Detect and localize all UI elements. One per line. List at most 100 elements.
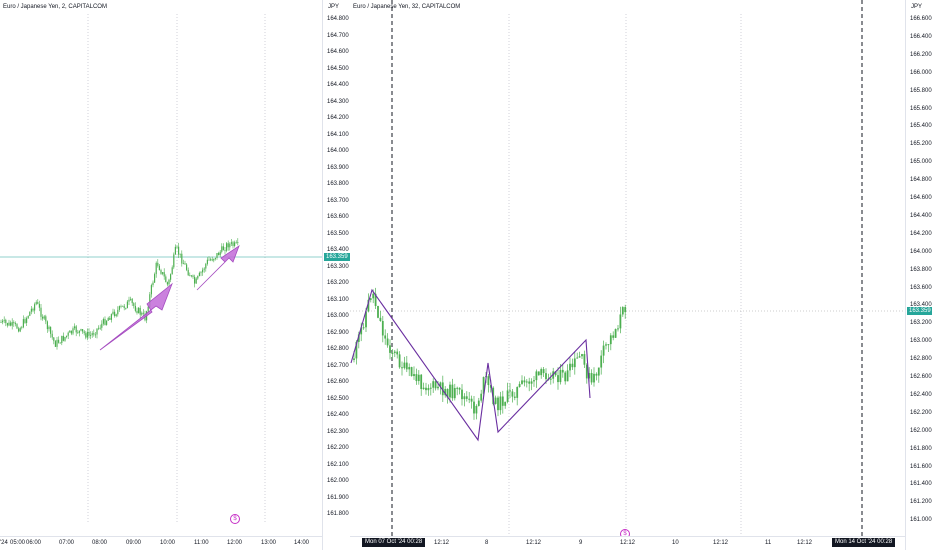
dividend-event-icon[interactable]: $ [230, 514, 240, 524]
right-chart-pane[interactable]: Euro / Japanese Yen, 32, CAPITALCOM $ 12… [350, 0, 905, 550]
candle-body [131, 298, 133, 304]
crosshair-time-tag: Mon 07 Oct '24 00:28 [362, 538, 426, 547]
candle-body [192, 275, 194, 277]
candle-body [384, 335, 387, 339]
candle-body [58, 339, 60, 343]
candle-body [91, 333, 93, 336]
candle-body [542, 369, 545, 374]
candle-body [142, 312, 144, 314]
price-label: 162.400 [327, 412, 349, 418]
candle-body [122, 305, 124, 307]
candle-body [222, 246, 224, 251]
candle-body [46, 321, 48, 330]
candle-body [365, 311, 367, 328]
candle-body [569, 363, 571, 371]
time-label: 06:00 [26, 540, 42, 546]
candle-body [509, 390, 511, 392]
candle-body [42, 316, 44, 319]
candle-body [203, 268, 205, 270]
candle-body [449, 384, 451, 398]
candle-body [621, 307, 624, 315]
price-label: 166.000 [910, 69, 932, 76]
candle-body [43, 316, 45, 319]
candle-body [415, 374, 418, 382]
candle-body [494, 397, 497, 404]
candle-body [398, 354, 401, 368]
left-price-axis[interactable]: JPY 164.800 164.700 164.600 164.500 164.400 1… [322, 0, 351, 550]
right-price-axis[interactable]: JPY 166.600 166.400 166.200 166.000 165.800 1… [905, 0, 932, 550]
price-label: 165.000 [910, 159, 932, 166]
candle-body [389, 345, 391, 353]
candle-body [18, 328, 20, 332]
candle-body [10, 322, 12, 326]
candle-body [187, 269, 189, 276]
candle-body [396, 351, 399, 355]
candle-body [147, 306, 149, 312]
candle-body [605, 344, 607, 346]
candle-body [573, 358, 576, 368]
candle-body [564, 372, 567, 382]
candle-body [624, 307, 627, 313]
candle-body [69, 330, 71, 333]
candle-body [158, 265, 160, 271]
candle-body [54, 341, 56, 347]
price-label: 165.600 [910, 105, 932, 112]
price-label: 164.500 [327, 65, 349, 72]
candle-body [439, 382, 442, 387]
candle-body [157, 262, 159, 266]
right-time-axis[interactable]: 12:12 8 12:12 9 12:12 10 12:12 11 12:12 … [350, 536, 905, 550]
candle-body [37, 302, 39, 304]
candle-body [30, 308, 32, 312]
candle-body [473, 401, 475, 414]
candle-body [8, 322, 10, 326]
right-chart-title: Euro / Japanese Yen, 32, CAPITALCOM [353, 4, 461, 10]
candle-body [578, 356, 581, 358]
candle-body [101, 323, 103, 328]
candle-body [437, 386, 439, 389]
candle-body [6, 323, 8, 326]
candle-body [595, 373, 598, 376]
candle-body [576, 357, 579, 359]
candle-body [453, 387, 456, 399]
candle-body [74, 326, 76, 329]
candle-body [379, 317, 382, 322]
price-label: 164.600 [910, 195, 932, 201]
price-label: 162.000 [327, 478, 349, 484]
candle-body [181, 253, 183, 264]
price-label: 163.000 [910, 338, 932, 345]
candle-body [374, 293, 377, 307]
candle-body [468, 398, 471, 400]
price-label: 161.200 [910, 499, 932, 506]
candle-body [11, 322, 13, 326]
price-label: 164.600 [327, 49, 349, 55]
price-label: 163.200 [327, 280, 349, 286]
candle-body [403, 362, 406, 369]
candle-body [499, 396, 502, 411]
candle-body [155, 262, 157, 275]
price-label: 161.900 [327, 494, 349, 501]
left-time-axis[interactable]: '24 05:00 06:00 07:00 08:00 09:00 10:00 … [0, 536, 322, 550]
candle-body [609, 335, 612, 345]
candle-body [446, 388, 449, 398]
candle-body [224, 250, 226, 252]
candle-body [160, 270, 162, 274]
price-label: 163.500 [327, 230, 349, 237]
candle-body [3, 319, 5, 321]
right-chart-canvas[interactable] [350, 0, 905, 550]
candle-body [102, 319, 104, 324]
candle-body [234, 242, 236, 246]
candle-body [186, 264, 188, 270]
candle-body [554, 371, 557, 376]
price-label: 164.800 [910, 177, 932, 184]
candle-body [51, 333, 53, 338]
candle-body [184, 263, 186, 265]
price-label: 162.800 [910, 356, 932, 363]
price-label: 163.600 [327, 214, 349, 220]
candle-body [19, 328, 21, 332]
price-label: 162.100 [327, 461, 349, 468]
candle-body [40, 307, 42, 317]
candle-body [83, 331, 85, 334]
left-chart-canvas[interactable] [0, 0, 322, 550]
left-chart-pane[interactable]: Euro / Japanese Yen, 2, CAPITALCOM $ '24… [0, 0, 322, 550]
price-label: 161.000 [910, 517, 932, 524]
